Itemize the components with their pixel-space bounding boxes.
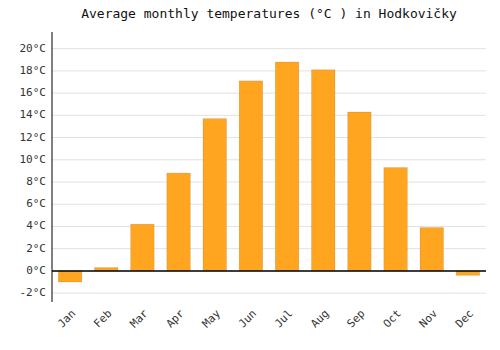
x-tick-label: Mar bbox=[127, 307, 151, 331]
x-tick-label: Jan bbox=[55, 307, 78, 330]
y-tick-label: 18°C bbox=[20, 64, 47, 77]
x-axis-labels: Jan Feb Mar Apr May Jun Jul Aug Sep Oct Nov Dec bbox=[55, 307, 476, 331]
y-tick-label: 12°C bbox=[20, 131, 47, 144]
grid-line bbox=[52, 137, 486, 138]
grid-line bbox=[52, 270, 486, 271]
y-tick-label: 2°C bbox=[26, 242, 46, 255]
bar bbox=[348, 112, 372, 271]
bar bbox=[58, 271, 82, 282]
bar bbox=[167, 173, 191, 271]
bar bbox=[239, 81, 263, 271]
grid-line bbox=[52, 182, 486, 183]
x-tick-label: Oct bbox=[381, 307, 404, 330]
zero-line bbox=[52, 270, 486, 272]
y-tick-label: 6°C bbox=[26, 197, 46, 210]
x-tick-label: Feb bbox=[91, 307, 114, 330]
x-tick-label: Jul bbox=[272, 307, 295, 330]
grid-line bbox=[52, 204, 486, 205]
x-tick-label: Dec bbox=[453, 307, 476, 330]
bar bbox=[420, 228, 444, 271]
x-tick-label: Jun bbox=[236, 307, 259, 330]
y-tick-label: 20°C bbox=[20, 42, 47, 55]
bar bbox=[275, 62, 299, 271]
grid-line bbox=[52, 159, 486, 160]
y-axis-line bbox=[52, 32, 53, 302]
bar bbox=[384, 168, 408, 271]
y-tick-label: -2°C bbox=[20, 286, 47, 299]
y-axis-labels: -2°C 0°C 2°C 4°C 6°C 8°C 10°C 12°C 14°C 16°C 18°C 2… bbox=[20, 42, 47, 299]
x-tick-label: Nov bbox=[417, 307, 441, 331]
y-tick-label: 8°C bbox=[26, 175, 46, 188]
y-tick-label: 4°C bbox=[26, 219, 46, 232]
grid-line bbox=[52, 48, 486, 49]
grid bbox=[52, 49, 486, 293]
x-tick-label: May bbox=[200, 307, 224, 331]
y-tick-label: 0°C bbox=[26, 264, 46, 277]
grid-line bbox=[52, 93, 486, 94]
grid-line bbox=[52, 226, 486, 227]
x-tick-label: Apr bbox=[164, 307, 188, 331]
x-tick-label: Sep bbox=[344, 307, 367, 330]
bar bbox=[203, 119, 227, 271]
y-tick-label: 10°C bbox=[20, 153, 47, 166]
grid-line bbox=[52, 70, 486, 71]
x-tick-label: Aug bbox=[308, 307, 331, 330]
y-tick-label: 14°C bbox=[20, 108, 47, 121]
chart: -2°C 0°C 2°C 4°C 6°C 8°C 10°C 12°C 14°C 16°C 18°C 2… bbox=[0, 0, 500, 350]
y-tick-label: 16°C bbox=[20, 86, 47, 99]
grid-line bbox=[52, 293, 486, 294]
title: Average monthly temperatures (°C ) in Ho… bbox=[81, 6, 457, 21]
chart-container: -2°C 0°C 2°C 4°C 6°C 8°C 10°C 12°C 14°C 16°C 18°C 2… bbox=[0, 0, 500, 350]
bar bbox=[131, 224, 155, 271]
grid-line bbox=[52, 115, 486, 116]
bar bbox=[311, 70, 335, 271]
bars bbox=[58, 62, 479, 282]
